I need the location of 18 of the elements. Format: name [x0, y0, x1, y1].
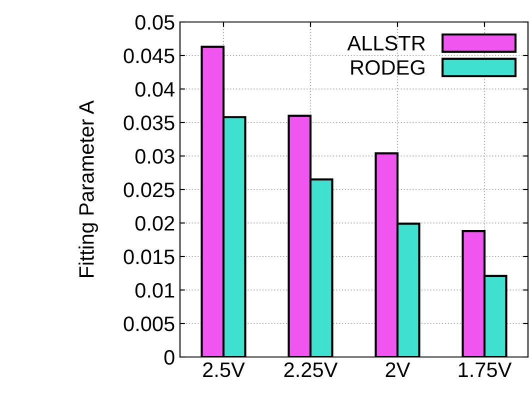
- y-tick-label: 0.01: [135, 283, 174, 298]
- y-tick-label: 0.035: [124, 116, 174, 130]
- x-tick-label: 2.25V: [284, 362, 338, 378]
- x-tick-label: 1.75V: [458, 362, 512, 378]
- y-axis-title: Fitting Parameter A: [78, 100, 98, 277]
- y-tick-label: 0.02: [135, 216, 174, 231]
- y-tick-label: 0.005: [124, 316, 174, 332]
- y-tick-label: 0.015: [124, 250, 174, 264]
- y-tick-label: 0.03: [135, 149, 174, 164]
- legend-label: RODEG: [351, 60, 424, 75]
- x-tick-label: 2V: [386, 362, 410, 377]
- y-tick-label: 0: [164, 350, 174, 365]
- y-tick-label: 0.04: [135, 82, 175, 97]
- y-tick-label: 0.025: [124, 182, 174, 198]
- legend-label: ALLSTR: [347, 36, 425, 51]
- y-tick-label: 0.045: [124, 48, 174, 64]
- x-tick-label: 2.5V: [203, 362, 245, 378]
- y-tick-label: 0.05: [135, 15, 174, 30]
